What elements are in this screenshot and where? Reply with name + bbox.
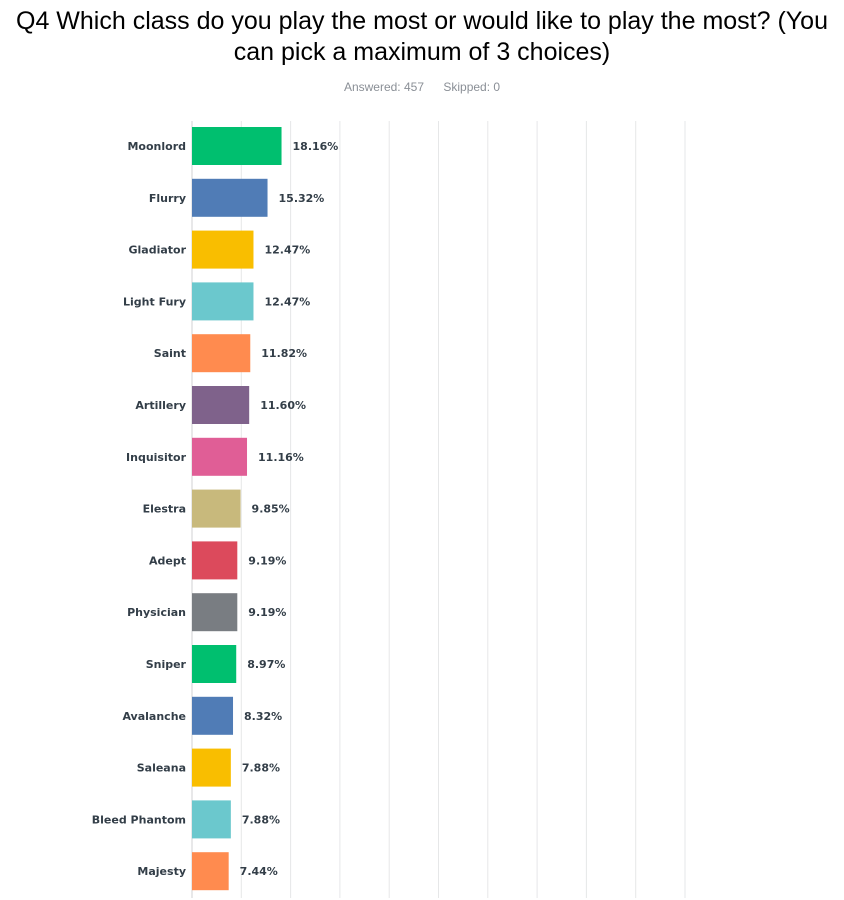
bar-saint (192, 334, 251, 373)
category-label: Artillery (135, 399, 186, 412)
category-label: Inquisitor (126, 451, 187, 464)
answered-count: Answered: 457 (343, 80, 424, 94)
bar-gladiator (192, 230, 254, 269)
value-label: 7.44% (240, 865, 278, 878)
category-label: Majesty (137, 865, 186, 878)
bar-physician (192, 593, 238, 632)
value-label: 9.19% (248, 554, 286, 567)
response-summary: Answered: 457 Skipped: 0 (0, 80, 844, 94)
bar-saleana (192, 748, 231, 787)
value-label: 15.32% (279, 192, 325, 205)
bar-bleed-phantom (192, 800, 231, 839)
value-label: 7.88% (242, 813, 280, 826)
value-label: 11.82% (261, 347, 307, 360)
skipped-count: Skipped: 0 (443, 80, 501, 94)
bar-elestra (192, 489, 241, 528)
value-label: 11.60% (260, 399, 306, 412)
bar-artillery (192, 386, 250, 424)
category-label: Sniper (146, 658, 187, 671)
value-label: 12.47% (264, 295, 310, 308)
bar-sniper (192, 645, 237, 683)
bar-avalanche (192, 696, 234, 735)
category-label: Saint (154, 347, 186, 360)
category-label: Adept (149, 554, 186, 567)
value-label: 11.16% (258, 451, 304, 464)
category-label: Flurry (149, 192, 186, 205)
bar-adept (192, 541, 238, 580)
value-label: 12.47% (264, 244, 310, 257)
value-label: 8.32% (244, 710, 282, 723)
chart-title: Q4 Which class do you play the most or w… (16, 7, 828, 66)
category-label: Moonlord (127, 140, 186, 153)
category-label: Avalanche (122, 710, 186, 723)
category-label: Light Fury (123, 295, 186, 308)
value-label: 9.85% (252, 503, 290, 516)
value-label: 18.16% (293, 140, 339, 153)
category-label: Physician (127, 606, 186, 619)
bar-light-fury (192, 282, 254, 321)
bar-moonlord (192, 127, 282, 165)
category-label: Saleana (137, 762, 186, 775)
bar-flurry (192, 178, 268, 217)
category-label: Gladiator (128, 244, 186, 257)
value-label: 8.97% (247, 658, 285, 671)
bar-inquisitor (192, 437, 248, 476)
value-label: 7.88% (242, 762, 280, 775)
category-label: Elestra (143, 503, 186, 516)
category-label: Bleed Phantom (92, 813, 186, 826)
bar-majesty (192, 852, 229, 891)
value-label: 9.19% (248, 606, 286, 619)
